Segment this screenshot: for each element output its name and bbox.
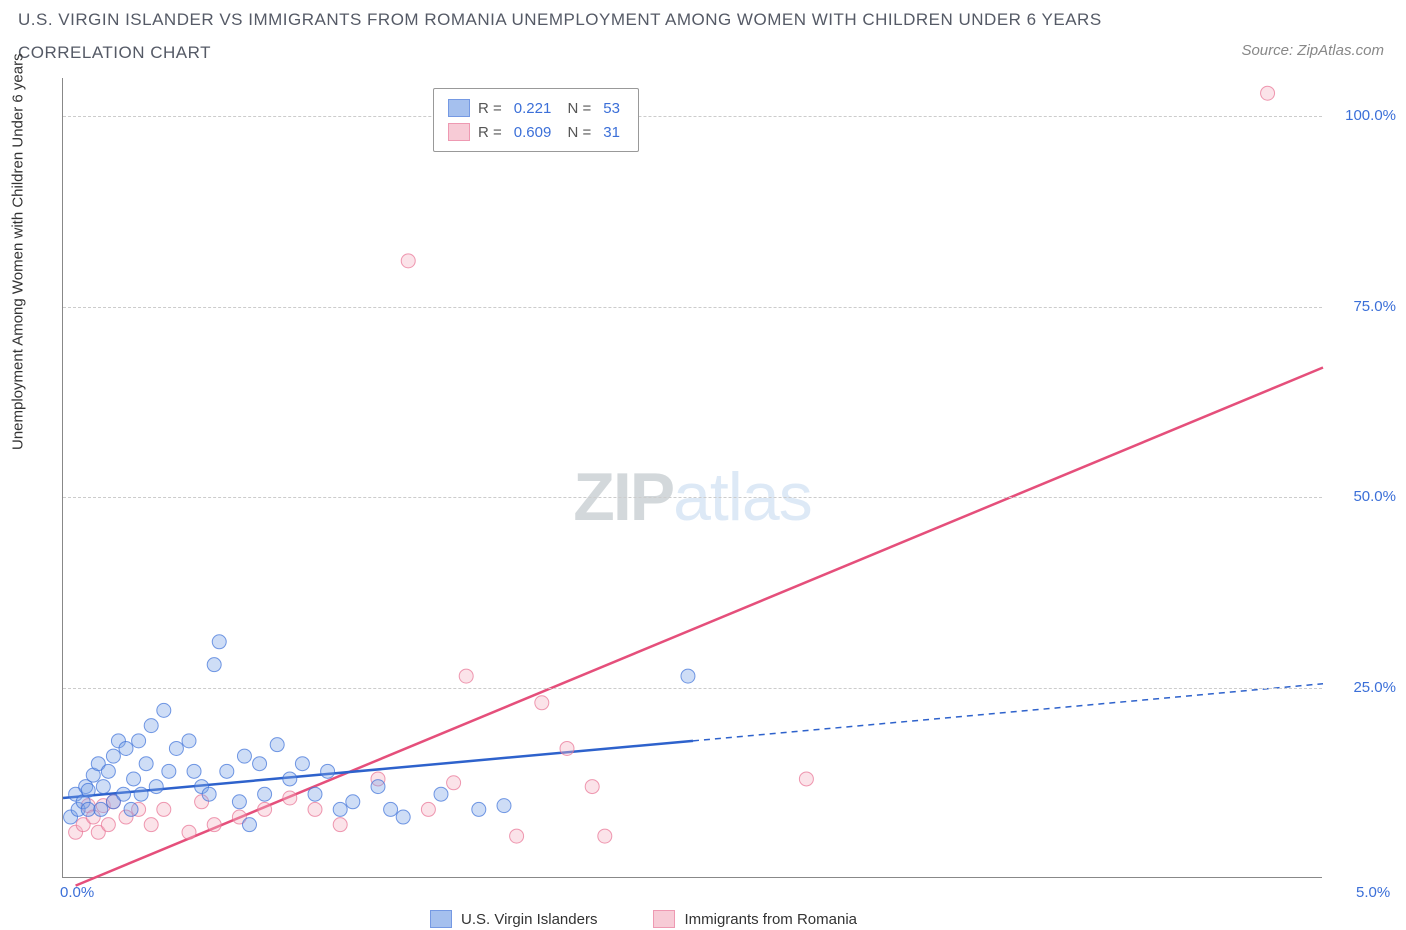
plot-svg <box>63 78 1322 877</box>
chart-title-line2: CORRELATION CHART <box>18 43 211 63</box>
legend-bottom: U.S. Virgin Islanders Immigrants from Ro… <box>430 910 857 928</box>
x-tick-0: 0.0% <box>60 884 94 901</box>
chart-plot-area: ZIPatlas R = 0.221 N = 53 R = 0.609 N = … <box>62 78 1322 878</box>
chart-title-line1: U.S. VIRGIN ISLANDER VS IMMIGRANTS FROM … <box>18 10 1102 30</box>
y-tick: 25.0% <box>1334 679 1396 696</box>
x-tick-1: 5.0% <box>1356 884 1390 901</box>
r-label: R = <box>478 100 502 117</box>
stats-box: R = 0.221 N = 53 R = 0.609 N = 31 <box>433 88 639 152</box>
n-value-a: 53 <box>603 100 620 117</box>
stats-row-a: R = 0.221 N = 53 <box>448 96 624 120</box>
y-tick: 75.0% <box>1334 298 1396 315</box>
stats-row-b: R = 0.609 N = 31 <box>448 120 624 144</box>
y-tick: 50.0% <box>1334 488 1396 505</box>
swatch-series-b <box>448 123 470 141</box>
r-value-a: 0.221 <box>514 100 552 117</box>
y-axis-label: Unemployment Among Women with Children U… <box>10 53 27 450</box>
y-tick: 100.0% <box>1334 107 1396 124</box>
n-value-b: 31 <box>603 124 620 141</box>
r-value-b: 0.609 <box>514 124 552 141</box>
legend-label-b: Immigrants from Romania <box>684 911 857 928</box>
n-label: N = <box>563 100 591 117</box>
swatch-series-a <box>448 99 470 117</box>
legend-item-b: Immigrants from Romania <box>653 910 857 928</box>
n-label: N = <box>563 124 591 141</box>
legend-label-a: U.S. Virgin Islanders <box>461 911 597 928</box>
source-label: Source: ZipAtlas.com <box>1241 42 1384 59</box>
legend-swatch-b-icon <box>653 910 675 928</box>
legend-item-a: U.S. Virgin Islanders <box>430 910 597 928</box>
legend-swatch-a-icon <box>430 910 452 928</box>
r-label: R = <box>478 124 502 141</box>
